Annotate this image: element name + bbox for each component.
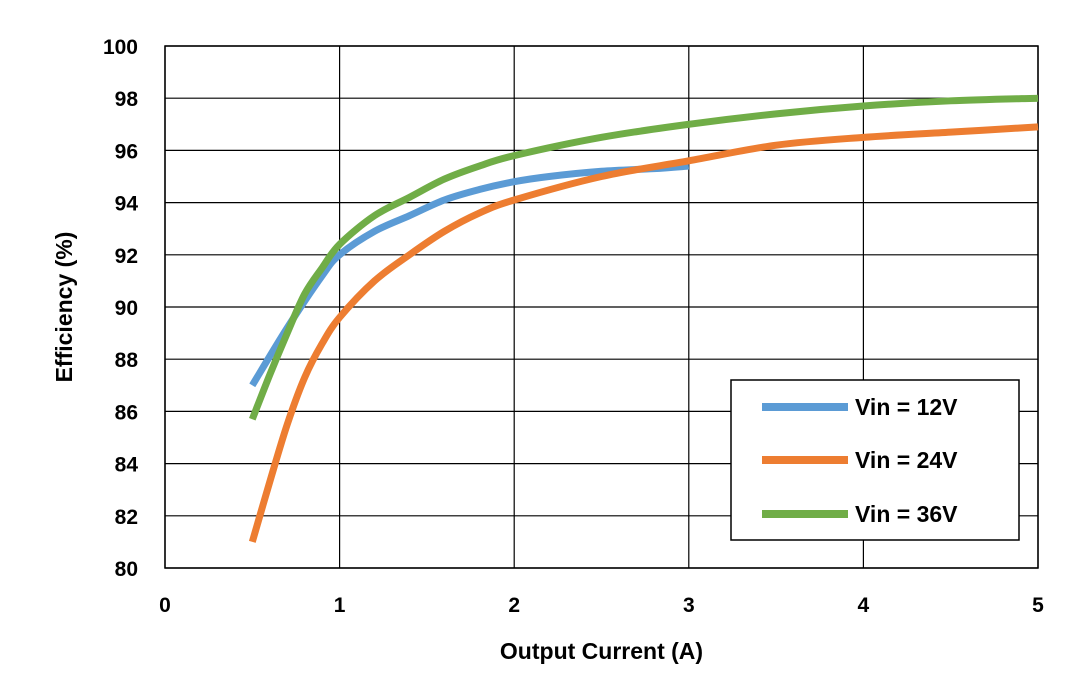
y-tick-label: 88	[115, 349, 139, 372]
x-tick-label: 5	[1032, 594, 1044, 617]
x-tick-label: 0	[159, 594, 171, 617]
series-line-vin-24v	[248, 123, 1039, 543]
legend: Vin = 12V Vin = 24V Vin = 36V	[730, 379, 1020, 541]
series-lines	[248, 94, 1039, 543]
y-axis-tick-labels: 80 82 84 86 88 90 92 94 96 98 100	[103, 36, 138, 581]
legend-label-vin-24v: Vin = 24V	[855, 447, 958, 473]
plot-area-border	[164, 45, 1039, 569]
y-tick-label: 84	[115, 454, 139, 477]
x-tick-label: 2	[508, 594, 520, 617]
y-tick-label: 86	[115, 401, 138, 424]
y-axis-title: Efficiency (%)	[51, 232, 77, 383]
y-tick-label: 94	[115, 193, 139, 216]
series-line-vin-36v	[249, 94, 1039, 421]
legend-label-vin-12v: Vin = 12V	[855, 394, 958, 420]
y-tick-label: 92	[115, 245, 138, 268]
y-tick-label: 80	[115, 558, 138, 581]
series-line-vin-12v	[249, 162, 690, 388]
x-axis-title: Output Current (A)	[500, 638, 703, 664]
x-tick-label: 1	[334, 594, 346, 617]
x-axis-tick-labels: 0 1 2 3 4 5	[159, 594, 1044, 617]
x-tick-label: 4	[858, 594, 870, 617]
legend-label-vin-36v: Vin = 36V	[855, 501, 958, 527]
y-tick-label: 82	[115, 506, 138, 529]
y-tick-label: 100	[103, 36, 138, 59]
x-tick-label: 3	[683, 594, 695, 617]
y-tick-label: 90	[115, 297, 138, 320]
y-tick-label: 98	[115, 88, 139, 111]
y-tick-label: 96	[115, 140, 138, 163]
